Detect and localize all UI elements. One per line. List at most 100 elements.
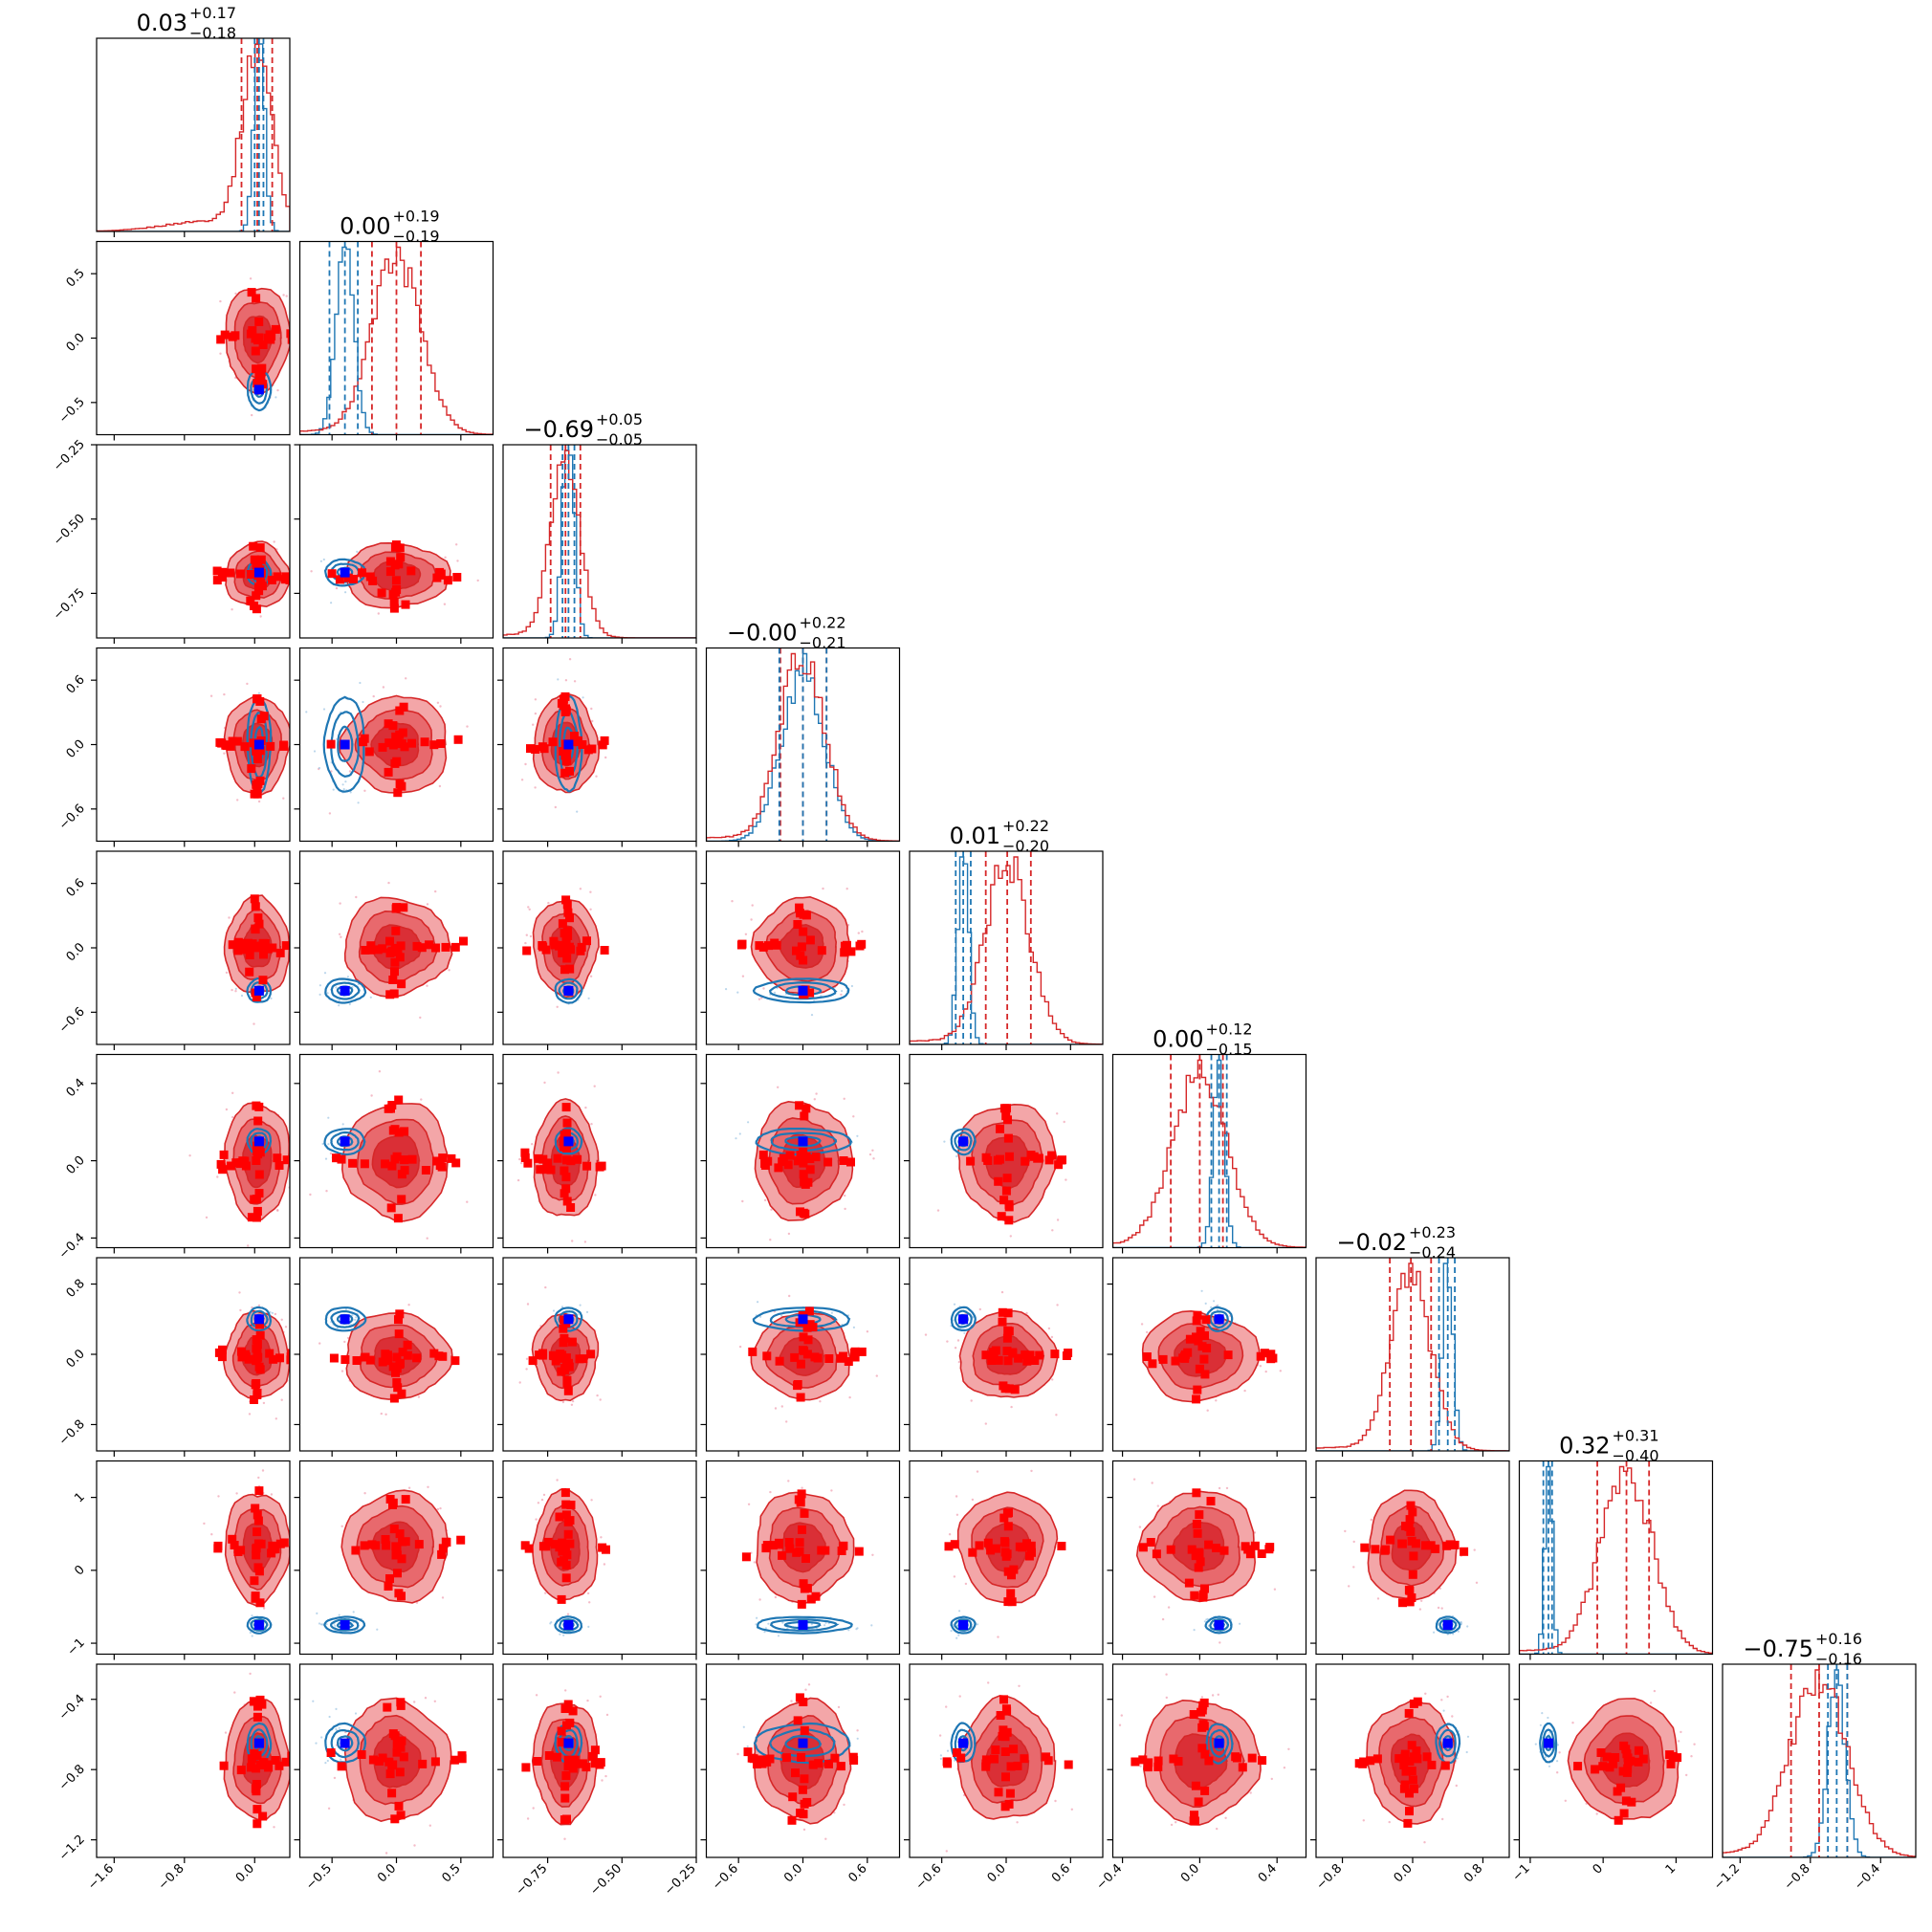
panel-title-plus: +0.22	[800, 614, 846, 632]
blue-contour-line	[330, 1310, 361, 1328]
red-square-marker	[561, 1173, 571, 1182]
red-square-marker	[1366, 1756, 1375, 1766]
red-square-marker	[783, 1160, 793, 1170]
red-square-marker	[849, 1756, 859, 1765]
red-square-marker	[429, 740, 439, 750]
sample-point	[234, 987, 237, 990]
red-square-marker	[246, 329, 255, 339]
red-square-marker	[420, 737, 429, 747]
red-square-marker	[219, 1150, 229, 1159]
panel-content	[1112, 1054, 1306, 1248]
red-square-marker	[1010, 1385, 1020, 1394]
blue-contour-line	[554, 977, 583, 1004]
red-square-marker	[836, 1762, 845, 1771]
sample-point	[224, 1731, 228, 1734]
red-square-marker	[579, 1759, 588, 1768]
sample-point	[599, 1398, 602, 1401]
panel-content	[310, 540, 479, 615]
blue-contour-line	[784, 1135, 822, 1148]
red-square-marker	[400, 1127, 409, 1136]
red-square-marker	[434, 1351, 444, 1361]
red-square-marker	[550, 1540, 560, 1549]
panel-title-median: −0.00	[727, 620, 798, 647]
red-square-marker	[823, 1157, 833, 1167]
red-square-marker	[1409, 1551, 1418, 1561]
scatter-panel-6-3	[497, 1053, 697, 1254]
red-square-marker	[557, 1726, 566, 1736]
red-square-marker	[1400, 1749, 1410, 1759]
red-square-marker	[1372, 1754, 1382, 1764]
red-histogram	[910, 856, 1103, 1044]
red-square-marker	[407, 738, 416, 748]
sample-point	[293, 1326, 295, 1328]
red-square-marker	[573, 1154, 582, 1164]
sample-point	[751, 904, 754, 907]
sample-point	[338, 1004, 340, 1007]
red-square-marker	[1406, 1526, 1416, 1536]
sample-point	[801, 1486, 803, 1489]
sample-point	[787, 1480, 790, 1482]
blue-contour-line	[330, 1728, 361, 1759]
panel-title-median: −0.02	[1336, 1229, 1407, 1256]
red-square-marker	[797, 1599, 806, 1609]
sample-point	[1016, 1821, 1019, 1824]
red-square-marker	[837, 1547, 846, 1555]
red-square-marker	[1410, 1784, 1418, 1793]
red-square-marker	[1401, 1767, 1411, 1776]
red-square-marker	[1189, 1816, 1198, 1826]
scatter-panel-8-4	[700, 1460, 901, 1660]
red-square-marker	[452, 573, 462, 582]
scatter-panel-7-2	[294, 1257, 494, 1457]
sample-point	[296, 1782, 298, 1784]
red-square-marker	[774, 1163, 783, 1173]
sample-point	[790, 1700, 793, 1702]
panel-frame	[502, 1257, 697, 1452]
sample-point	[524, 762, 527, 766]
red-square-marker	[253, 1352, 263, 1362]
blue-contour-line	[250, 1728, 269, 1758]
sample-point	[369, 996, 372, 999]
red-square-marker	[800, 1508, 809, 1518]
red-square-marker	[799, 955, 808, 965]
sample-point	[274, 1312, 277, 1316]
panel-title-minus: −0.20	[1002, 837, 1049, 855]
red-square-marker	[397, 1195, 406, 1204]
red-square-marker	[397, 1592, 406, 1601]
red-square-marker	[548, 737, 558, 747]
red-square-marker	[788, 1792, 798, 1802]
red-square-marker	[992, 1544, 1000, 1553]
sample-point	[335, 586, 339, 590]
red-square-marker	[1005, 1789, 1015, 1798]
red-square-marker	[254, 1486, 264, 1496]
histogram-panel-7	[1315, 1257, 1510, 1457]
red-square-marker	[996, 1711, 1005, 1720]
red-square-marker	[384, 1350, 392, 1360]
red-square-marker	[250, 1751, 259, 1761]
sample-point	[372, 694, 375, 698]
sample-point	[1249, 1791, 1252, 1794]
red-square-marker	[390, 758, 400, 768]
panel-frame	[96, 444, 291, 639]
red-square-marker	[1196, 1557, 1205, 1567]
sample-point	[1200, 1696, 1204, 1699]
sample-point	[338, 933, 341, 935]
red-square-marker	[335, 575, 344, 584]
panel-frame	[1111, 1663, 1307, 1858]
sample-point	[1216, 1827, 1218, 1831]
blue-contour-line	[246, 1615, 273, 1635]
sample-point	[315, 1742, 318, 1745]
y-tick-label: 0.0	[64, 331, 88, 355]
red-square-marker	[395, 953, 405, 962]
sample-point	[1018, 1684, 1021, 1688]
red-square-marker	[555, 941, 564, 951]
sample-point	[327, 1807, 331, 1811]
sample-point	[1139, 1765, 1142, 1767]
true-value-marker	[340, 567, 350, 578]
sample-point	[438, 784, 442, 788]
red-square-marker	[560, 1142, 569, 1152]
x-tick-label: −0.4	[1852, 1861, 1883, 1893]
panel-content	[518, 1285, 602, 1407]
sample-point	[852, 1115, 855, 1118]
red-square-marker	[1004, 1508, 1013, 1518]
sample-point	[1283, 1767, 1286, 1769]
